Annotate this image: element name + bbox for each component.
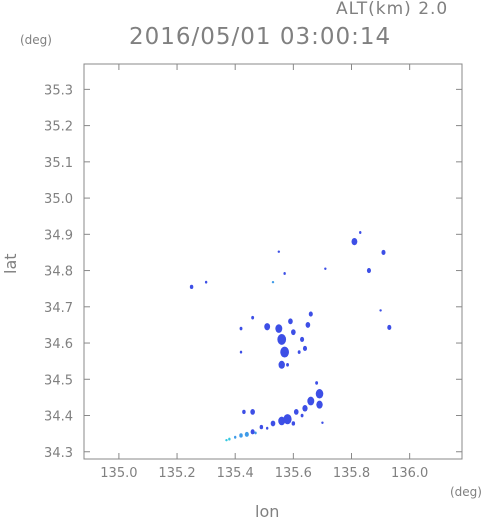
y-tick-label: 35.1 <box>44 156 73 171</box>
radar-echo-cell <box>228 437 231 441</box>
y-axis-ticks: 34.3 34.4 34.5 34.6 34.7 34.8 34.9 35.0 35.1 35.2… <box>44 83 462 461</box>
radar-echo-cell <box>302 405 308 412</box>
radar-echo-cell <box>244 431 249 437</box>
radar-echo-cell <box>291 329 296 336</box>
radar-echo-cell <box>315 381 319 385</box>
radar-echo-cell <box>271 280 275 284</box>
radar-echo-cell <box>381 249 386 255</box>
y-tick-label: 34.9 <box>44 228 73 243</box>
radar-echo-cell <box>264 323 271 331</box>
x-axis-label: lon <box>255 502 280 521</box>
radar-echo-cell <box>189 284 194 290</box>
lon-unit-label: (deg) <box>450 485 482 499</box>
radar-echo-cell <box>293 408 299 415</box>
radar-echo-cell <box>225 438 228 442</box>
radar-echo-cell <box>302 345 308 352</box>
y-tick-label: 35.0 <box>44 192 73 207</box>
x-tick-label: 135.8 <box>333 466 370 481</box>
radar-echo-cell <box>250 429 255 435</box>
radar-echo-cell <box>259 424 264 430</box>
radar-echo-cell <box>254 431 257 435</box>
radar-echo-cell <box>308 311 313 317</box>
radar-echo-cell <box>300 413 304 418</box>
y-tick-label: 34.5 <box>44 373 73 388</box>
radar-echo-cell <box>275 324 283 333</box>
radar-echo-cell <box>324 267 327 270</box>
y-tick-label: 35.2 <box>44 120 73 135</box>
radar-echo-cell <box>242 409 246 415</box>
radar-echo-cell <box>251 315 255 320</box>
radar-echo-cell <box>315 389 324 399</box>
x-axis-ticks: 135.0 135.2 135.4 135.6 135.8 136.0 <box>100 64 428 481</box>
radar-echo-cell <box>278 360 285 369</box>
radar-echo-cell <box>283 414 292 425</box>
timestamp-title: 2016/05/01 03:00:14 <box>129 24 392 50</box>
y-tick-label: 34.3 <box>44 446 73 461</box>
plot-frame <box>83 63 463 460</box>
radar-echo-cell <box>234 435 237 439</box>
y-tick-label: 34.6 <box>44 337 73 352</box>
y-tick-label: 34.4 <box>44 410 73 425</box>
radar-echo-cell <box>300 336 305 342</box>
y-tick-label: 34.8 <box>44 265 73 280</box>
altitude-label: ALT(km) 2.0 <box>336 0 449 19</box>
x-tick-label: 135.4 <box>217 466 254 481</box>
x-tick-label: 135.6 <box>275 466 312 481</box>
y-axis-label: lat <box>1 253 20 274</box>
lat-unit-label: (deg) <box>20 33 52 47</box>
radar-echo-cell <box>239 433 243 438</box>
y-tick-label: 34.7 <box>44 301 73 316</box>
radar-echo-cell <box>283 272 286 275</box>
radar-echo-cell <box>297 350 301 354</box>
x-tick-label: 135.0 <box>100 466 137 481</box>
radar-echo-cell <box>239 350 243 354</box>
radar-echo-cell <box>387 324 392 330</box>
radar-echo-cell <box>359 231 362 234</box>
radar-echo-cell <box>265 426 269 430</box>
radar-echo-cell <box>239 326 243 331</box>
radar-echo-cell <box>291 421 296 426</box>
radar-echo-cell <box>288 318 293 325</box>
radar-echo-cell <box>270 420 276 427</box>
x-tick-label: 136.0 <box>391 466 428 481</box>
radar-echo-cell <box>307 396 315 406</box>
radar-echo-cell <box>278 416 286 426</box>
radar-echo-cell <box>351 237 358 246</box>
radar-echo-cell <box>277 250 281 253</box>
radar-echo-cell <box>277 333 287 345</box>
radar-echo-cell <box>316 400 323 409</box>
radar-echo-cell <box>305 322 311 328</box>
echo-layer <box>189 231 392 442</box>
radar-echo-cell <box>286 362 289 367</box>
radar-echo-cell <box>321 421 324 424</box>
x-tick-label: 135.2 <box>158 466 195 481</box>
radar-echo-cell <box>204 280 208 284</box>
radar-echo-cell <box>280 346 289 358</box>
radar-echo-cell <box>379 309 382 312</box>
radar-echo-cell <box>366 268 371 274</box>
radar-echo-cell <box>250 408 255 415</box>
y-tick-label: 35.3 <box>44 83 73 98</box>
